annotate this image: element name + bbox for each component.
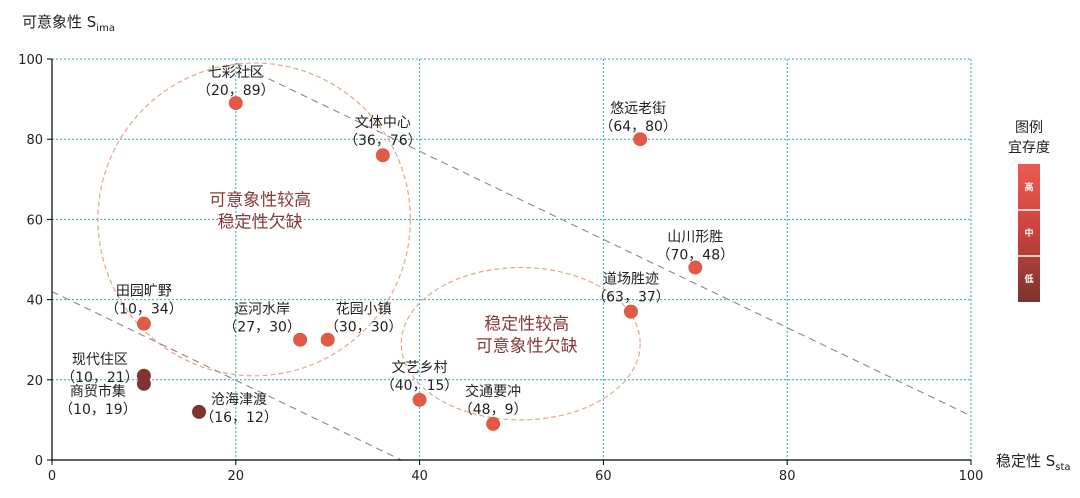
y-tick-label: 0 (35, 454, 43, 469)
data-point (136, 316, 151, 331)
point-coord-label: （10，34） (105, 302, 183, 318)
y-tick-label: 100 (18, 53, 43, 68)
data-points (136, 96, 703, 431)
point-coord-label: （48，9） (459, 402, 528, 418)
divider-line (51, 291, 402, 461)
x-axis-title-main: 稳定性 S (996, 452, 1055, 470)
point-coord-label: （64，80） (599, 119, 677, 135)
point-coord-label: （70，48） (656, 248, 734, 264)
y-axis-title: 可意象性 Sima (22, 13, 115, 34)
point-labels: 七彩社区 （20，89） 文体中心 （36，76） 悠远老街 （64，80） 山川形胜 （70… (59, 65, 734, 426)
x-tick-label: 60 (595, 469, 612, 484)
legend-level-label: 中 (1024, 227, 1033, 239)
grid (52, 58, 972, 460)
data-point (623, 304, 638, 319)
point-coord-label: （27，30） (223, 320, 301, 336)
x-tick-label: 80 (779, 469, 796, 484)
region-label: 稳定性欠缺 (218, 212, 303, 232)
data-point (412, 392, 427, 407)
point-coord-label: （16，12） (200, 410, 278, 426)
point-coord-label: （10，21） (61, 370, 139, 386)
data-point (320, 332, 335, 347)
y-tick-label: 20 (26, 374, 43, 389)
y-axis-title-sub: ima (96, 23, 115, 34)
point-name-label: 悠远老街 (610, 101, 666, 117)
point-coord-label: （20，89） (197, 83, 275, 99)
point-name-label: 文艺乡村 (392, 360, 448, 376)
x-axis-title-sub: sta (1055, 462, 1070, 473)
divider-lines (51, 62, 972, 461)
point-coord-label: （30，30） (325, 320, 403, 336)
point-name-label: 山川形胜 (667, 230, 723, 246)
point-name-label: 交通要冲 (465, 383, 521, 400)
point-name-label: 商贸市集 (70, 383, 126, 400)
data-point (688, 260, 703, 275)
point-name-label: 现代住区 (72, 352, 128, 368)
legend-title: 图例 (1015, 120, 1043, 136)
x-axis-title: 稳定性 Ssta (996, 452, 1071, 473)
region-label: 可意象性欠缺 (476, 337, 578, 357)
x-tick-label: 40 (411, 469, 428, 484)
data-point (192, 404, 207, 419)
legend-level-label: 低 (1023, 273, 1033, 285)
region-ellipse (97, 62, 412, 377)
y-tick-label: 80 (26, 133, 43, 148)
point-name-label: 花园小镇 (336, 302, 392, 318)
x-tick-label: 0 (48, 469, 56, 484)
x-tick-label: 20 (228, 469, 245, 484)
point-name-label: 运河水岸 (234, 302, 290, 318)
region-ellipse (400, 266, 641, 421)
region-label: 可意象性较高 (209, 190, 311, 210)
data-point (136, 376, 151, 391)
data-point (293, 332, 308, 347)
point-name-label: 沧海津渡 (211, 391, 267, 408)
point-name-label: 文体中心 (355, 115, 411, 131)
axes: 0 20 40 60 80 100 0 20 40 60 80 100 可意象性 Sima 稳定性 Sst… (18, 13, 1070, 484)
data-point (633, 132, 648, 147)
point-name-label: 七彩社区 (208, 65, 264, 81)
legend-level-label: 高 (1024, 181, 1033, 193)
legend-subtitle: 宜存度 (1008, 140, 1050, 156)
legend-color-bar (1018, 164, 1040, 302)
data-point (375, 148, 390, 163)
y-tick-label: 60 (26, 213, 43, 228)
data-point (486, 416, 501, 431)
point-coord-label: （10，19） (59, 402, 137, 418)
y-axis-title-main: 可意象性 S (22, 13, 96, 31)
x-tick-label: 100 (959, 469, 984, 484)
point-coord-label: （40，15） (381, 378, 459, 394)
point-name-label: 道场胜迹 (603, 272, 659, 288)
point-name-label: 田园旷野 (116, 284, 172, 300)
divider-line (235, 62, 972, 417)
data-point (228, 96, 243, 111)
y-tick-label: 40 (26, 294, 43, 309)
point-coord-label: （63，37） (592, 290, 670, 306)
point-coord-label: （36，76） (344, 133, 422, 149)
region-label: 稳定性较高 (484, 315, 569, 335)
